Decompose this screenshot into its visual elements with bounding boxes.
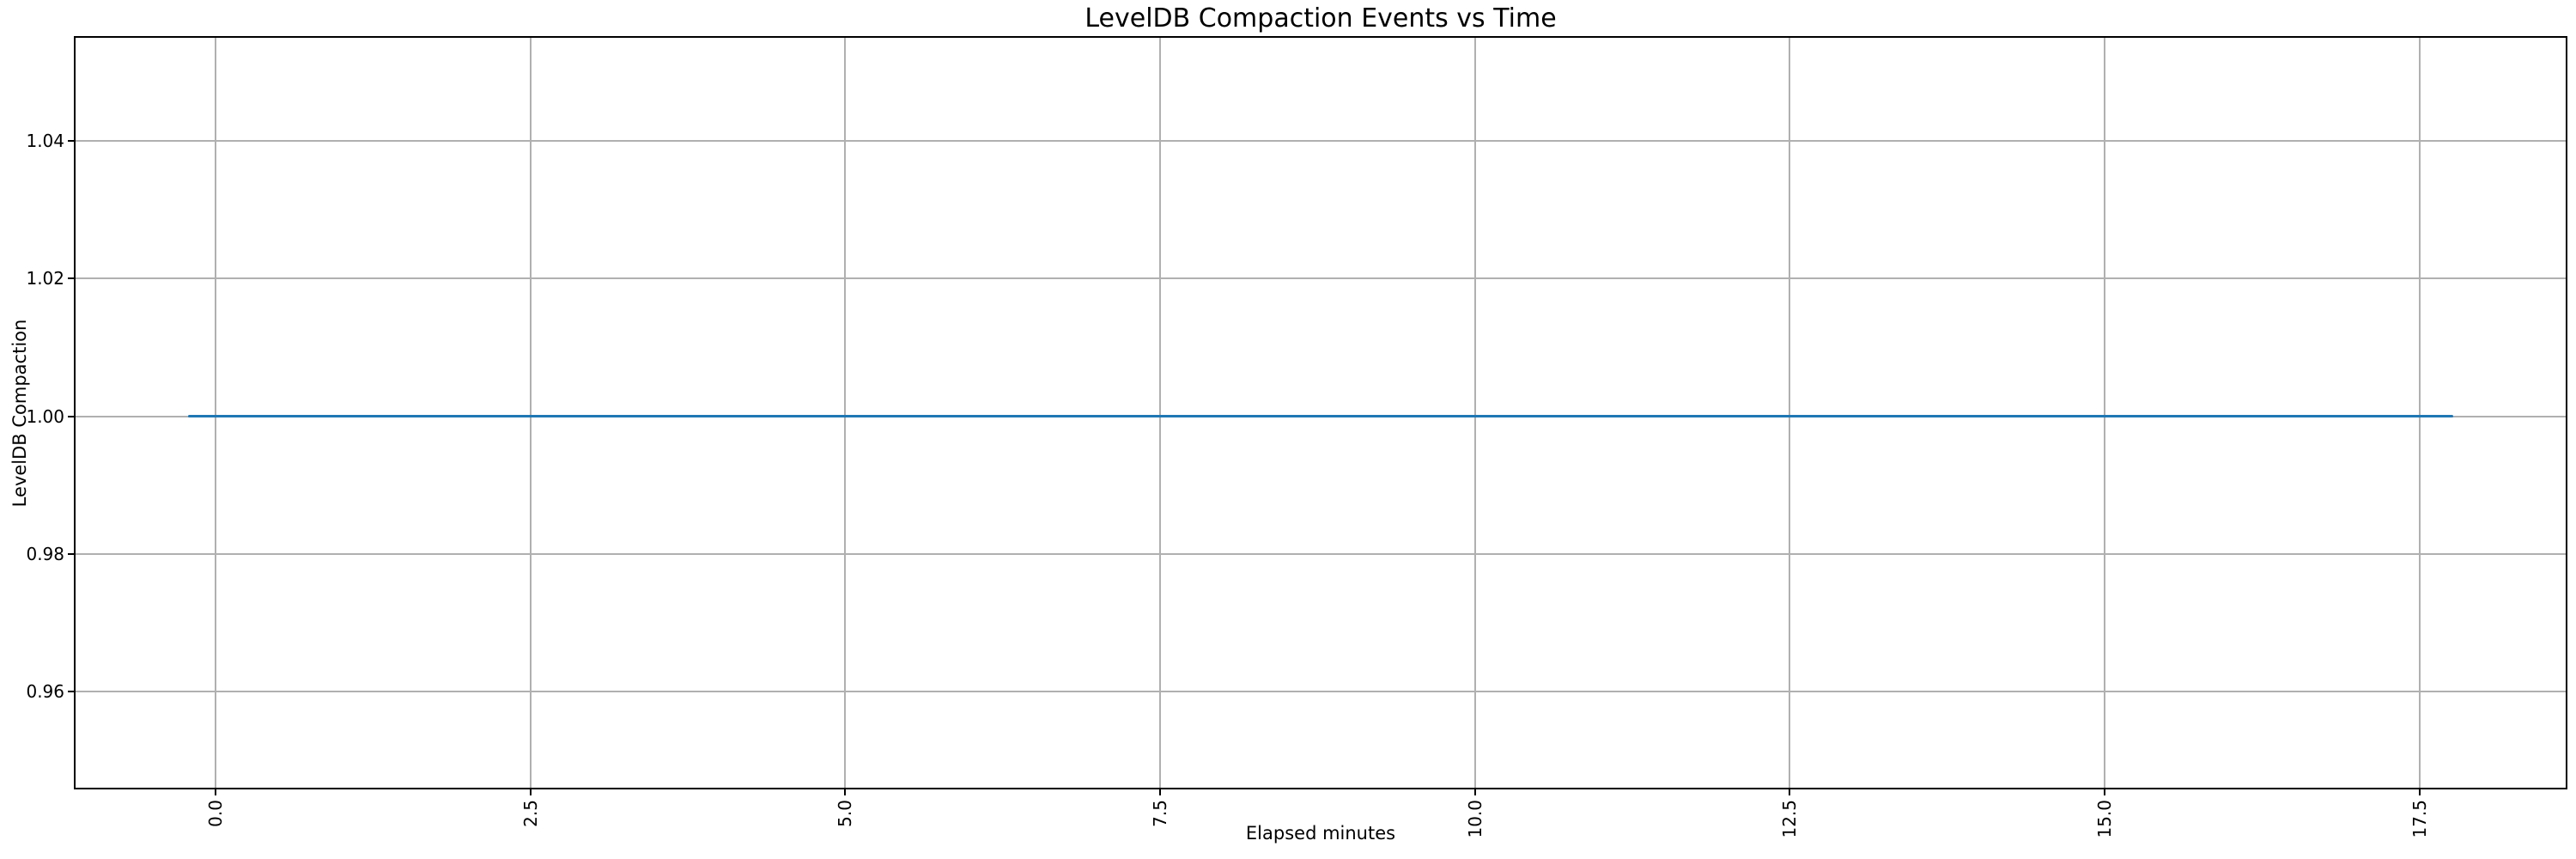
y-tick-label: 0.96 bbox=[26, 681, 64, 702]
y-axis-label: LevelDB Compaction bbox=[9, 319, 30, 508]
x-tick-mark bbox=[1474, 789, 1476, 795]
chart-title: LevelDB Compaction Events vs Time bbox=[1084, 3, 1557, 34]
y-tick-label: 1.04 bbox=[26, 131, 64, 151]
x-tick-mark bbox=[2419, 789, 2421, 795]
x-axis-label: Elapsed minutes bbox=[1245, 823, 1396, 844]
plot-area bbox=[74, 36, 2567, 789]
x-tick-mark bbox=[215, 789, 216, 795]
y-tick-label: 1.02 bbox=[26, 268, 64, 289]
x-tick-mark bbox=[530, 789, 532, 795]
x-tick-mark bbox=[2104, 789, 2105, 795]
x-tick-mark bbox=[1159, 789, 1161, 795]
x-tick-mark bbox=[1789, 789, 1790, 795]
y-tick-label: 0.98 bbox=[26, 544, 64, 564]
x-tick-mark bbox=[844, 789, 846, 795]
